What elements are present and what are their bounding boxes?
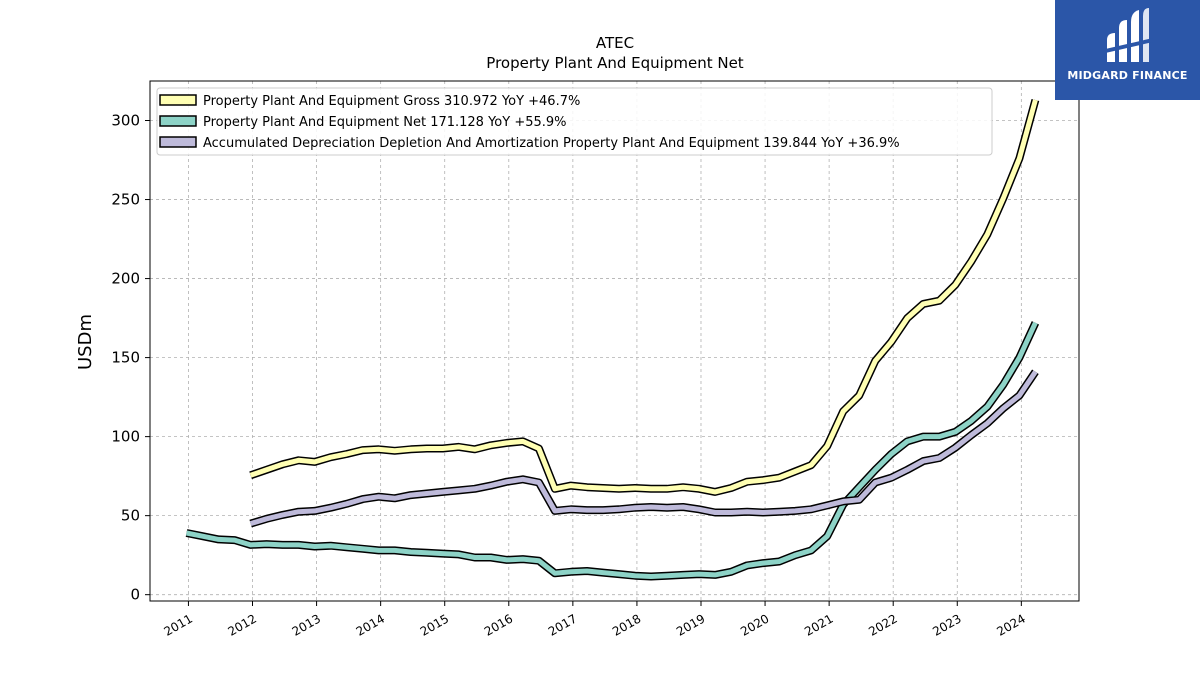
y-tick-label: 300 xyxy=(111,112,140,130)
series-line xyxy=(186,321,1038,579)
legend: Property Plant And Equipment Gross 310.9… xyxy=(156,87,993,156)
series-line-outline xyxy=(185,321,1040,581)
x-tick-label: 2017 xyxy=(546,611,579,638)
chart-subtitle: Property Plant And Equipment Net xyxy=(486,54,743,72)
legend-label: Accumulated Depreciation Depletion And A… xyxy=(203,136,900,151)
x-tick-label: 2015 xyxy=(418,611,451,638)
y-tick-label: 50 xyxy=(121,507,140,525)
x-tick-label: 2011 xyxy=(161,611,194,638)
legend-box xyxy=(156,87,993,156)
y-tick-label: 150 xyxy=(111,349,140,367)
plot-frame xyxy=(149,80,1080,602)
series-line xyxy=(249,370,1038,526)
x-tick-label: 2016 xyxy=(482,611,515,638)
x-tick-label: 2019 xyxy=(674,611,707,638)
x-tick-label: 2023 xyxy=(930,611,963,638)
legend-label: Property Plant And Equipment Net 171.128… xyxy=(203,115,567,130)
legend-swatch xyxy=(159,94,197,106)
x-tick-label: 2022 xyxy=(866,611,899,638)
grid xyxy=(150,81,1079,601)
x-tick-label: 2012 xyxy=(226,611,259,638)
brand-logo: MIDGARD FINANCE xyxy=(1055,0,1200,100)
axis-ticks: 0 50 100 150 200 250 300 2011 2012 2013 2014 2015 20… xyxy=(111,112,1027,639)
legend-label: Property Plant And Equipment Gross 310.9… xyxy=(203,94,580,109)
x-tick-label: 2021 xyxy=(802,611,835,638)
x-tick-label: 2013 xyxy=(290,611,323,638)
series-lines xyxy=(185,98,1040,581)
legend-swatch xyxy=(159,115,197,127)
y-tick-label: 200 xyxy=(111,270,140,288)
x-tick-label: 2014 xyxy=(354,611,387,638)
logo-text: MIDGARD FINANCE xyxy=(1067,69,1188,82)
series-line-outline xyxy=(249,98,1040,496)
x-tick-label: 2018 xyxy=(610,611,643,638)
y-tick-label: 250 xyxy=(111,191,140,209)
y-axis-label: USDm xyxy=(75,314,96,370)
series-line xyxy=(249,99,1038,495)
x-tick-label: 2020 xyxy=(738,611,771,638)
y-tick-label: 100 xyxy=(111,428,140,446)
chart-title: ATEC xyxy=(596,34,634,52)
y-tick-label: 0 xyxy=(130,586,140,604)
logo-mark-icon xyxy=(1101,8,1153,62)
x-tick-label: 2024 xyxy=(994,611,1027,638)
legend-swatch xyxy=(159,136,197,148)
